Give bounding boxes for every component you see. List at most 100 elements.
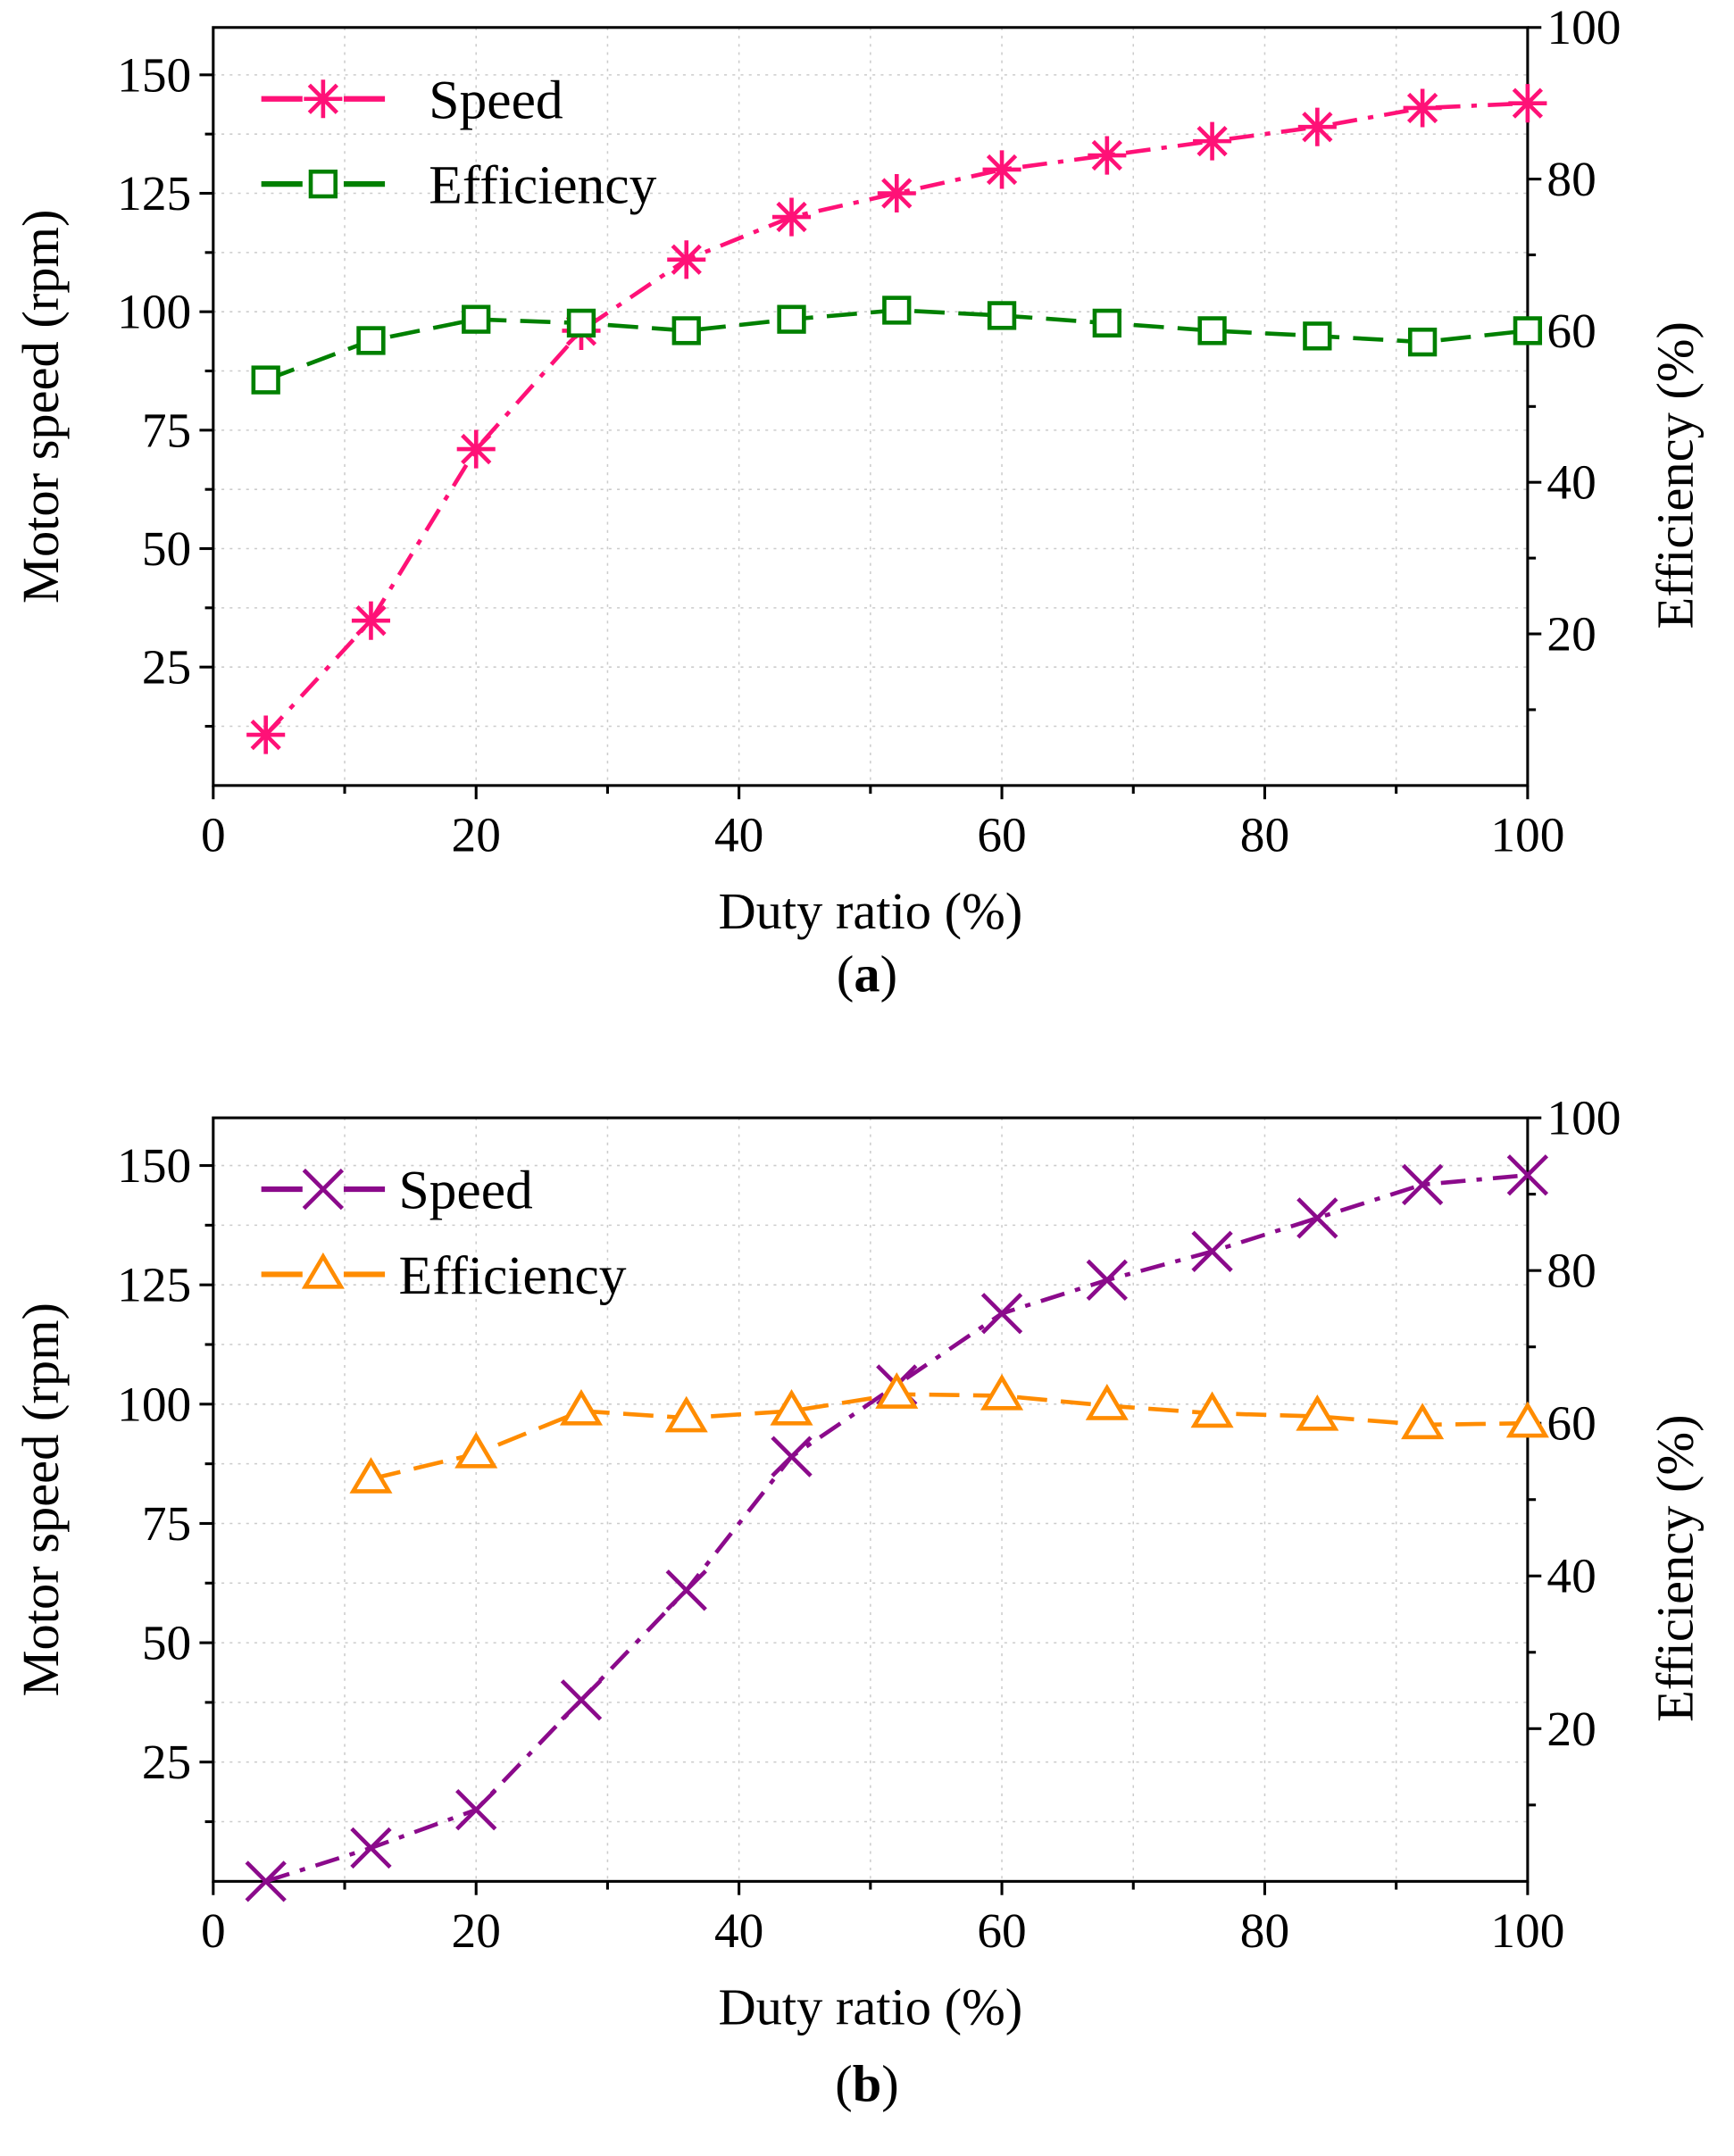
x-marker [245,1860,287,1902]
y2-tick-label: 80 [1546,152,1596,206]
x-marker [1506,1154,1549,1196]
y-tick-label: 150 [117,1138,191,1193]
marker-stroke [776,201,807,233]
legend-label: Speed [398,1161,532,1221]
square-marker [1092,308,1121,338]
marker-stroke [455,1789,497,1831]
y-tick-label: 75 [142,403,191,457]
x-marker [980,1293,1023,1335]
x-axis-label: Duty ratio (%) [718,882,1022,940]
y-tick-label: 100 [117,1377,191,1431]
marker-stroke [980,1293,1023,1335]
caption-paren: ) [880,945,897,1003]
square-marker [356,326,386,355]
y2-axis-label: Efficiency (%) [1646,1414,1704,1722]
x-axis-label: Duty ratio (%) [718,1977,1022,2035]
triangle-marker [349,1457,393,1494]
x-marker [1296,1197,1338,1239]
marker-stroke [986,154,1018,186]
asterisk-marker [456,429,496,469]
y-tick-label: 75 [142,1496,191,1551]
x-tick-label: 20 [452,1903,501,1958]
series-speed [246,84,1547,754]
y-tick-label: 150 [117,47,191,102]
marker-stroke [1406,92,1438,124]
asterisk-marker [771,197,812,237]
x-marker [1191,1230,1233,1272]
triangle-marker [301,1252,345,1289]
triangle-marker [664,1395,708,1433]
caption-paren: ( [837,945,854,1003]
marker-stroke [665,1569,707,1611]
square-marker [251,365,280,395]
marker-stroke [302,1168,345,1211]
series-efficiency [251,296,1543,395]
triangle-marker [1085,1384,1129,1420]
triangle-marker [454,1431,498,1469]
x-tick-label: 80 [1240,808,1289,862]
x-tick-label: 60 [977,808,1026,862]
marker-stroke [1196,125,1228,157]
panel-caption: (a) [837,945,897,1003]
triangle-marker [1190,1391,1234,1428]
y2-tick-label: 60 [1546,1396,1596,1451]
triangle-marker [875,1372,919,1409]
asterisk-marker [246,715,286,754]
y-tick-label: 50 [142,521,191,576]
marker-stroke [771,1436,813,1478]
x-tick-label: 0 [201,1903,226,1958]
y-tick-label: 125 [117,1258,191,1312]
triangle-marker [1296,1394,1339,1431]
y-tick-label: 25 [142,640,191,695]
square-marker [671,316,701,345]
x-tick-label: 0 [201,808,226,862]
y2-axis-label: Efficiency (%) [1646,321,1704,629]
x-marker [560,1679,603,1721]
y2-tick-label: 20 [1546,606,1596,661]
marker-stroke [671,244,702,275]
x-tick-label: 100 [1490,808,1564,862]
marker-stroke [1506,1154,1549,1196]
x-marker [350,1827,392,1869]
square-marker [1513,316,1543,345]
marker-stroke [881,178,913,209]
y2-tick-label: 100 [1546,0,1621,54]
marker-stroke [1091,139,1122,171]
asterisk-marker [877,173,916,213]
y2-tick-label: 80 [1546,1244,1596,1298]
x-tick-label: 20 [452,808,501,862]
x-tick-label: 100 [1490,1903,1564,1958]
asterisk-marker [1193,121,1232,161]
caption-paren: ( [835,2054,852,2112]
x-marker [302,1168,345,1211]
legend-label: Efficiency [429,155,656,216]
triangle-marker [980,1373,1024,1411]
series-line [370,1392,1528,1481]
x-marker [665,1569,707,1611]
caption-letter: b [853,2054,882,2112]
square-marker [308,169,338,199]
x-marker [771,1436,813,1478]
marker-stroke [1296,1197,1338,1239]
marker-stroke [245,1860,287,1902]
x-tick-label: 40 [714,808,763,862]
marker-stroke [350,1827,392,1869]
asterisk-marker [1508,84,1547,123]
marker-stroke [560,1679,603,1721]
square-marker [1407,327,1438,357]
marker-stroke [307,83,339,114]
x-marker [1086,1259,1128,1302]
y-axis-label: Motor speed (rpm) [12,210,70,604]
y2-tick-label: 40 [1546,455,1596,510]
marker-stroke [1191,1230,1233,1272]
triangle-marker [770,1388,813,1426]
x-marker [455,1789,497,1831]
series-efficiency [349,1372,1549,1494]
triangle-marker [1401,1403,1445,1440]
square-marker [1197,316,1227,345]
square-marker [566,308,596,338]
caption-paren: ) [881,2054,898,2112]
asterisk-marker [1088,136,1127,175]
triangle-marker [1505,1401,1549,1438]
